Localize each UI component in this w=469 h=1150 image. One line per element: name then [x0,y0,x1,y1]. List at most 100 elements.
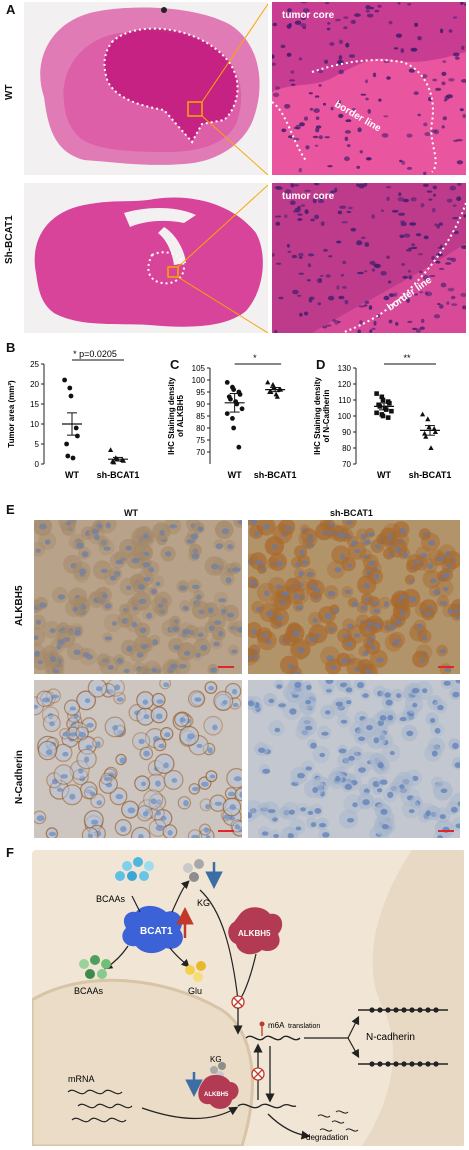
cell-nucleus [248,812,253,819]
cell-nucleus [274,727,281,733]
nucleus [330,190,336,193]
cell-nucleus [298,570,304,577]
nucleus [459,108,464,112]
cell-nucleus [309,583,317,588]
nucleus [413,91,419,96]
cadherin-domain [369,1007,375,1013]
nucleus [412,327,418,330]
cell-nucleus [439,648,447,654]
nucleus [452,216,459,220]
cell-nucleus [215,543,223,549]
data-point [224,380,230,385]
nucleus [371,268,376,272]
nucleus [294,20,302,25]
nucleus [325,274,331,278]
cell-nucleus [444,667,451,672]
nucleus [369,329,373,333]
nucleus [315,125,322,129]
cell-nucleus [439,814,446,820]
nucleus [308,92,313,95]
cell-nucleus [389,750,395,756]
cell-nucleus [373,573,380,580]
y-tick-label: 120 [338,380,352,389]
cell-nucleus [141,781,146,787]
nucleus [452,16,458,19]
nucleus [386,255,390,259]
cell-nucleus [239,791,242,798]
cell-nucleus [91,528,99,535]
nucleus [402,275,408,279]
cell-nucleus [229,626,238,631]
nucleus [345,42,350,48]
cell-nucleus [74,630,82,636]
nucleus [344,299,349,305]
cell-nucleus [229,804,236,811]
panel-letter-b: B [6,340,16,355]
cell-nucleus [103,776,112,782]
y-tick-label: 105 [192,364,206,373]
nucleus [439,304,444,309]
cell-nucleus [324,612,333,620]
nucleus [368,305,373,310]
cell-nucleus [50,656,57,663]
nucleus [460,2,464,5]
cell-nucleus [335,775,341,782]
cell-nucleus [142,561,151,568]
data-point [120,458,126,463]
nucleus [313,183,320,186]
nucleus [363,183,368,187]
cell-nucleus [276,560,283,567]
nucleus [372,72,377,78]
cell-nucleus [155,824,164,832]
y-tick-label: 85 [196,412,205,421]
nucleus [308,253,315,257]
cell-nucleus [109,575,117,581]
label-bcaas-top: BCAAs [96,894,126,904]
cell-nucleus [104,636,113,641]
cell-nucleus [87,833,94,838]
cell-nucleus [48,831,57,837]
nucleus [421,74,428,79]
cell-nucleus [113,570,121,577]
data-point [420,411,426,417]
cell-nucleus [79,775,86,782]
nucleus [298,252,304,257]
nucleus [314,214,319,220]
degraded-rna-icon [317,1110,359,1132]
y-tick-label: 90 [342,428,351,437]
cell-nucleus [65,521,72,526]
nucleus [337,321,341,323]
cell-nucleus [45,749,53,756]
cell-nucleus [51,778,59,785]
nucleus [363,304,368,307]
nucleus [308,298,313,303]
nucleus [280,44,286,49]
cell-nucleus [445,550,451,557]
cell-nucleus [151,667,157,673]
panel-letter-a: A [6,2,16,17]
cell-nucleus [399,716,407,722]
nucleus [407,269,411,273]
cell-nucleus [195,653,201,658]
cell-nucleus [292,630,301,637]
cell-nucleus [346,700,352,705]
nucleus [275,86,280,90]
cell-nucleus [155,810,161,816]
cell-nucleus [86,722,94,728]
cell-nucleus [210,667,217,673]
chart-b: 0 5 10 15 20 25 Tumor area (mm²) WT sh-BCAT1 * p=… [7,349,139,480]
nucleus [377,4,382,8]
nucleus [423,122,428,127]
cell-nucleus [366,641,373,646]
cell-nucleus [353,751,361,756]
nucleus [397,197,405,202]
nucleus [328,255,333,258]
cell-nucleus [446,564,452,570]
nucleus [435,87,442,91]
significance-annotation: ** [403,353,411,363]
cell-nucleus [187,733,195,740]
nucleus [306,279,311,282]
cell-nucleus [310,742,317,749]
cell-nucleus [348,755,355,761]
nucleus [432,185,437,190]
